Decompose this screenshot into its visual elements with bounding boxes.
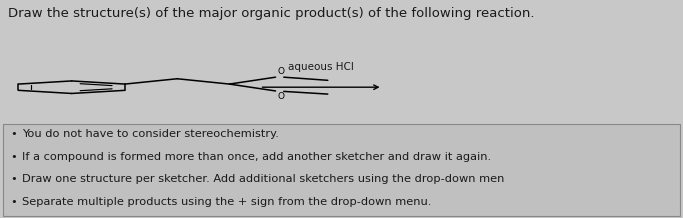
Text: •: • — [10, 152, 17, 162]
Text: •: • — [10, 174, 17, 184]
Text: If a compound is formed more than once, add another sketcher and draw it again.: If a compound is formed more than once, … — [22, 152, 491, 162]
Text: Draw the structure(s) of the major organic product(s) of the following reaction.: Draw the structure(s) of the major organ… — [8, 7, 535, 20]
Text: Separate multiple products using the + sign from the drop-down menu.: Separate multiple products using the + s… — [22, 197, 431, 207]
Text: O: O — [277, 67, 285, 76]
Text: Draw one structure per sketcher. Add additional sketchers using the drop-down me: Draw one structure per sketcher. Add add… — [22, 174, 504, 184]
Text: aqueous HCl: aqueous HCl — [288, 62, 354, 72]
Text: •: • — [10, 129, 17, 139]
Text: You do not have to consider stereochemistry.: You do not have to consider stereochemis… — [22, 129, 279, 139]
FancyBboxPatch shape — [3, 124, 680, 216]
Text: •: • — [10, 197, 17, 207]
Text: O: O — [277, 92, 285, 101]
